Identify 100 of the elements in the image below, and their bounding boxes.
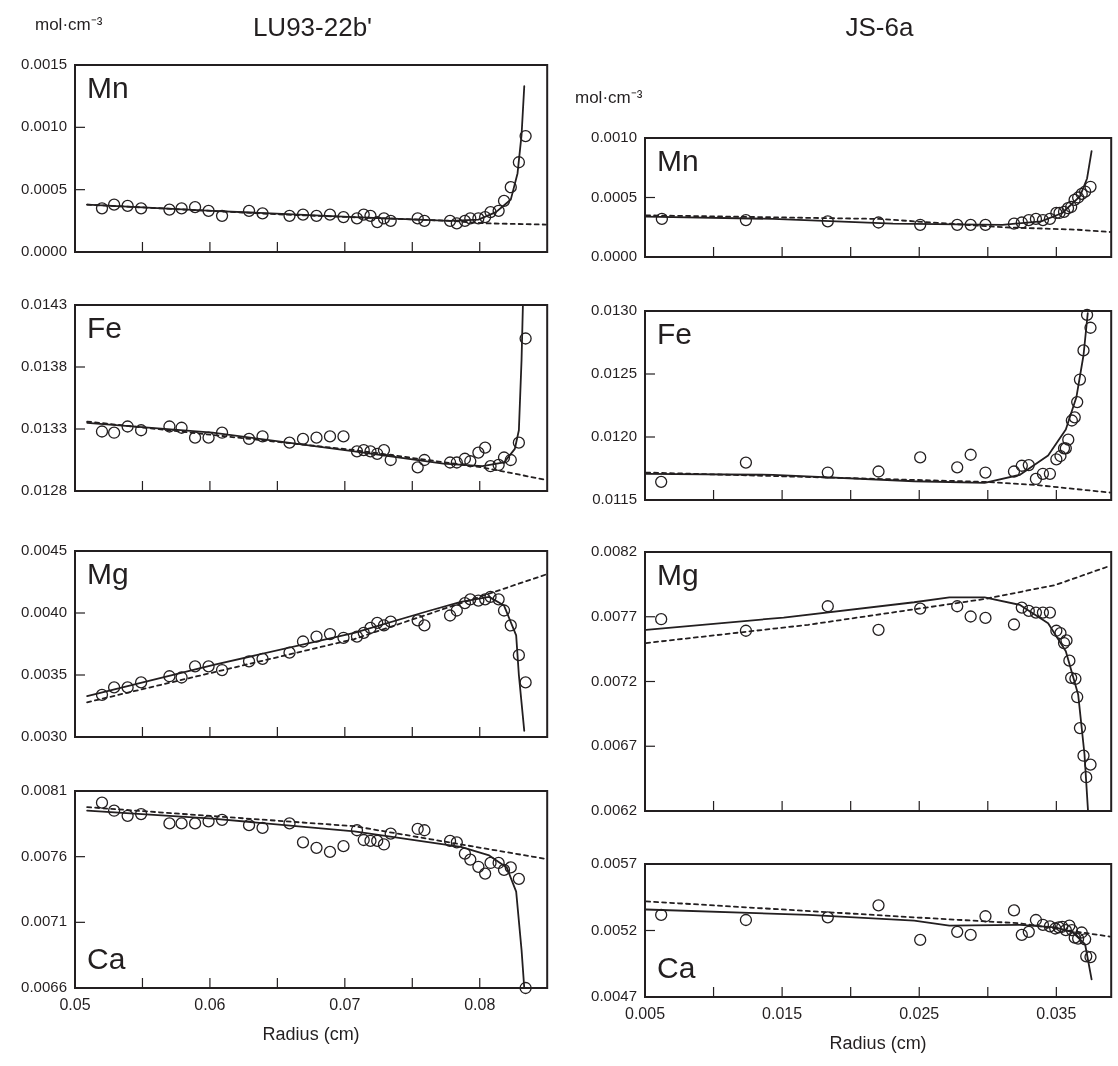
point (1063, 919, 1076, 932)
point (1007, 217, 1021, 230)
y-tick-label: 0.0045 (21, 541, 67, 559)
point (384, 827, 397, 840)
point (1071, 395, 1084, 409)
point (1084, 321, 1097, 334)
point (107, 426, 121, 439)
point (384, 453, 397, 467)
x-tick-label: 0.05 (59, 996, 91, 1014)
point (95, 425, 109, 438)
point (1063, 654, 1076, 667)
point (458, 596, 472, 610)
point (914, 218, 927, 232)
point (655, 908, 668, 922)
point (872, 623, 885, 636)
point (484, 205, 497, 219)
point (371, 616, 384, 630)
point (1084, 180, 1097, 193)
point (1071, 690, 1084, 704)
point (323, 430, 337, 443)
point (371, 447, 384, 460)
point (1015, 459, 1028, 472)
y-tick-label: 0.0133 (21, 419, 67, 437)
point (323, 208, 337, 221)
point (914, 602, 927, 615)
point (504, 181, 517, 194)
y-tick-label: 0.0010 (21, 117, 67, 135)
point (242, 819, 256, 832)
point (163, 670, 176, 683)
y-tick-label: 0.0072 (591, 671, 637, 689)
point (121, 420, 134, 433)
point (242, 432, 256, 446)
point (95, 688, 109, 701)
y-tick-label: 0.0005 (591, 187, 637, 205)
point (1069, 672, 1082, 685)
point (175, 817, 188, 830)
point (188, 200, 202, 214)
point (283, 817, 296, 830)
y-tick-label: 0.0057 (591, 854, 637, 872)
point (1022, 604, 1035, 618)
point (310, 209, 323, 222)
point (497, 604, 511, 617)
point (364, 621, 377, 635)
x-tick-label: 0.015 (762, 1005, 803, 1023)
point (472, 860, 485, 873)
y-tick-label: 0.0062 (591, 801, 637, 819)
y-tick-label: 0.0125 (591, 364, 637, 382)
point (821, 911, 834, 924)
y-tick-label: 0.0066 (21, 978, 67, 996)
point (464, 212, 477, 225)
point (163, 203, 176, 216)
point (1029, 606, 1043, 619)
point (283, 209, 296, 222)
point (655, 475, 668, 489)
point (242, 655, 256, 668)
point (215, 663, 229, 677)
point (443, 214, 457, 227)
point (215, 209, 229, 222)
point (1073, 373, 1087, 386)
y-tick-label: 0.0071 (21, 912, 67, 930)
point (492, 204, 505, 218)
point (256, 821, 269, 835)
point (739, 213, 753, 227)
point (492, 593, 505, 606)
point (1075, 926, 1088, 939)
point (384, 214, 397, 227)
point (872, 216, 885, 229)
point (951, 461, 964, 474)
point (296, 836, 310, 849)
point (1022, 925, 1035, 938)
point (188, 431, 202, 444)
point (377, 619, 391, 632)
point (1022, 458, 1035, 472)
point (107, 804, 121, 817)
point (411, 822, 424, 836)
point (188, 817, 202, 830)
point (512, 872, 526, 886)
y-tick-label: 0.0000 (591, 247, 637, 265)
point (371, 834, 384, 848)
point (512, 649, 526, 662)
point (497, 194, 511, 208)
point (256, 430, 269, 443)
point (175, 671, 188, 684)
point (377, 443, 391, 457)
point (1029, 913, 1043, 927)
point (283, 646, 296, 659)
point (411, 461, 424, 474)
point (337, 210, 350, 224)
point (1036, 918, 1050, 931)
point (1050, 453, 1063, 466)
y-tick-label: 0.0138 (21, 357, 67, 375)
point (1015, 601, 1028, 614)
point (418, 214, 431, 227)
point (458, 847, 472, 860)
y-tick-label: 0.0128 (21, 481, 67, 499)
point (1056, 920, 1069, 933)
point (296, 635, 310, 648)
annotation: Mg (87, 557, 129, 591)
y-axis-title: mol·cm⁻³ (35, 14, 103, 35)
y-tick-label: 0.0005 (21, 179, 67, 197)
